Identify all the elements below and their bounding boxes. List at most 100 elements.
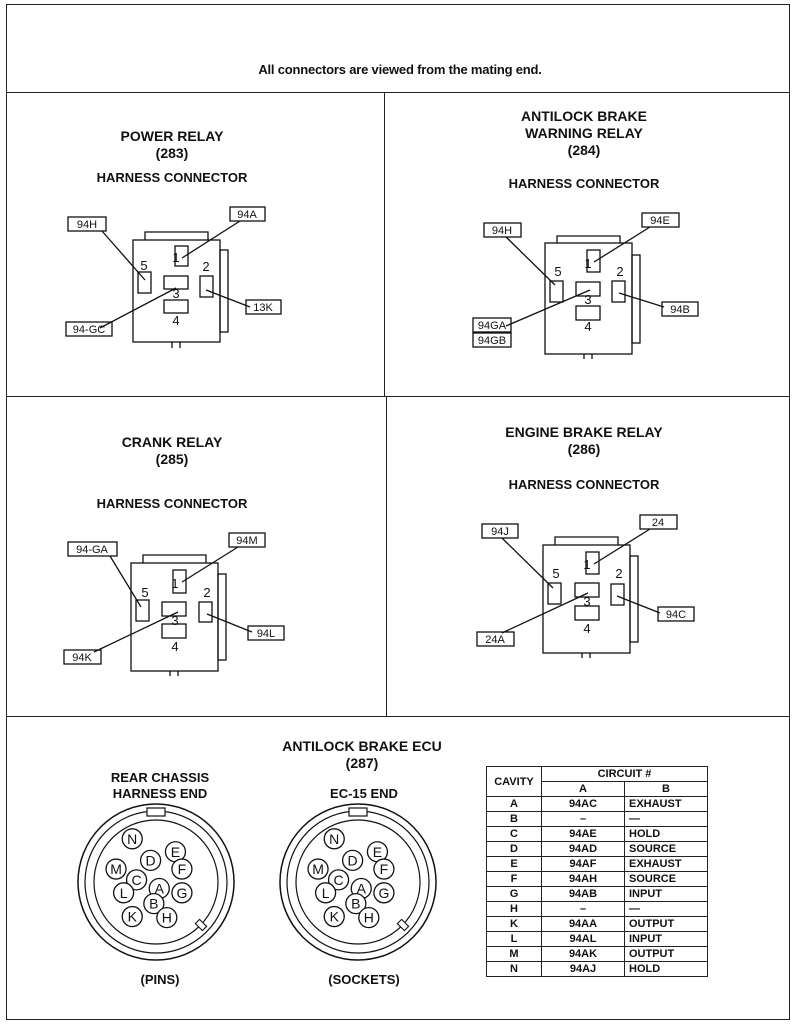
pin-cavity (198, 601, 213, 623)
wire-label: 24A (485, 634, 505, 646)
crank-relay-title: CRANK RELAY (285) (121, 434, 223, 467)
connector-outer-ring (279, 803, 437, 961)
table-cell: – (541, 901, 625, 917)
table-cell: B (486, 811, 542, 827)
divider (6, 716, 790, 717)
pin-label: 5 (141, 585, 148, 600)
wire-label: 94L (257, 628, 275, 640)
pin-label: 4 (172, 313, 179, 328)
table-cell: E (486, 856, 542, 872)
cavity-label: B (351, 896, 360, 912)
table-cell: 94AH (541, 871, 625, 887)
wire-label: 94K (72, 652, 92, 664)
pin-cavity (574, 605, 600, 621)
cavity-label: E (373, 844, 382, 860)
wire-label-box (476, 631, 515, 647)
cavity-label: L (322, 885, 330, 901)
table-row: N 94AJ HOLD (486, 961, 708, 977)
ecu-left-caption: REAR CHASSIS HARNESS END (110, 770, 210, 801)
wire-label-box (65, 321, 113, 337)
table-cell: — (624, 811, 708, 827)
cavity-label: E (171, 844, 180, 860)
wire-label-box (472, 317, 512, 333)
table-cell: 94AD (541, 841, 625, 857)
divider (384, 92, 385, 396)
wire-label-box (67, 216, 107, 232)
table-cell: EXHAUST (624, 856, 708, 872)
table-cell: N (486, 961, 542, 977)
table-cell: OUTPUT (624, 946, 708, 962)
table-cell: A (486, 796, 542, 812)
cavity-circle (345, 892, 367, 915)
cavity-circle (341, 849, 364, 872)
pin-label: 1 (583, 557, 590, 572)
cavity-label: M (312, 861, 324, 877)
wire-label: 24 (652, 517, 664, 529)
connector-key (146, 807, 166, 817)
table-row: D 94AD SOURCE (486, 841, 708, 857)
table-cell: SOURCE (624, 871, 708, 887)
table-cell: H (486, 901, 542, 917)
pin-cavity (135, 599, 150, 622)
table-cell: – (541, 811, 625, 827)
wire-label: 94E (650, 215, 670, 227)
table-row: G 94AB INPUT (486, 886, 708, 902)
header-circuit: CIRCUIT # (541, 766, 708, 782)
table-cell: 94AA (541, 916, 625, 932)
wire-label-box (247, 625, 285, 641)
cavity-circle (323, 828, 345, 850)
engine-brake-relay-subtitle: HARNESS CONNECTOR (508, 477, 660, 492)
cavity-circle (121, 828, 143, 850)
table-cell: C (486, 826, 542, 842)
cavity-circle (373, 858, 395, 880)
wire-label-box (63, 649, 102, 665)
table-row: C 94AE HOLD (486, 826, 708, 842)
pin-label: 2 (615, 566, 622, 581)
cavity-circle (143, 892, 165, 915)
pin-cavity (574, 582, 600, 598)
header-b: B (624, 781, 708, 797)
pin-cavity (549, 280, 564, 303)
pin-cavity (161, 601, 187, 617)
cavity-circle (121, 905, 143, 928)
pin-cavity (199, 275, 214, 298)
cavity-label: A (357, 880, 367, 896)
table-cell: OUTPUT (624, 916, 708, 932)
wire-label: 94-GA (76, 544, 108, 556)
wire-label-box (228, 532, 266, 548)
table-cell: 94AJ (541, 961, 625, 977)
wire-label-box (661, 301, 699, 317)
table-cell: G (486, 886, 542, 902)
wire-label-box (657, 606, 695, 622)
pin-label: 4 (583, 621, 590, 636)
pin-label: 2 (203, 585, 210, 600)
pin-cavity (172, 569, 187, 594)
ecu-right-connector: NDE MC F L A G KBH (279, 803, 437, 961)
cavity-circle (358, 906, 380, 929)
wire-label: 94C (666, 609, 686, 621)
table-cell: EXHAUST (624, 796, 708, 812)
connector-latch (396, 918, 410, 932)
pin-cavity (163, 275, 189, 290)
table-cell: HOLD (624, 961, 708, 977)
crank-relay-subtitle: HARNESS CONNECTOR (96, 496, 248, 511)
power-relay-subtitle: HARNESS CONNECTOR (96, 170, 248, 185)
cavity-circle (156, 906, 178, 929)
pin-cavity (610, 583, 625, 606)
pin-cavity (575, 305, 601, 321)
pin-cavity (575, 281, 601, 297)
pin-label: 5 (554, 264, 561, 279)
table-cell: 94AB (541, 886, 625, 902)
table-row: K 94AA OUTPUT (486, 916, 708, 932)
ecu-left-bottom: (PINS) (140, 972, 180, 987)
wire-label: 94B (670, 304, 690, 316)
cavity-label: L (120, 885, 128, 901)
pin-cavity (163, 299, 189, 314)
table-cell: INPUT (624, 886, 708, 902)
header-a: A (541, 781, 625, 797)
power-relay-title: POWER RELAY (283) (120, 128, 224, 161)
